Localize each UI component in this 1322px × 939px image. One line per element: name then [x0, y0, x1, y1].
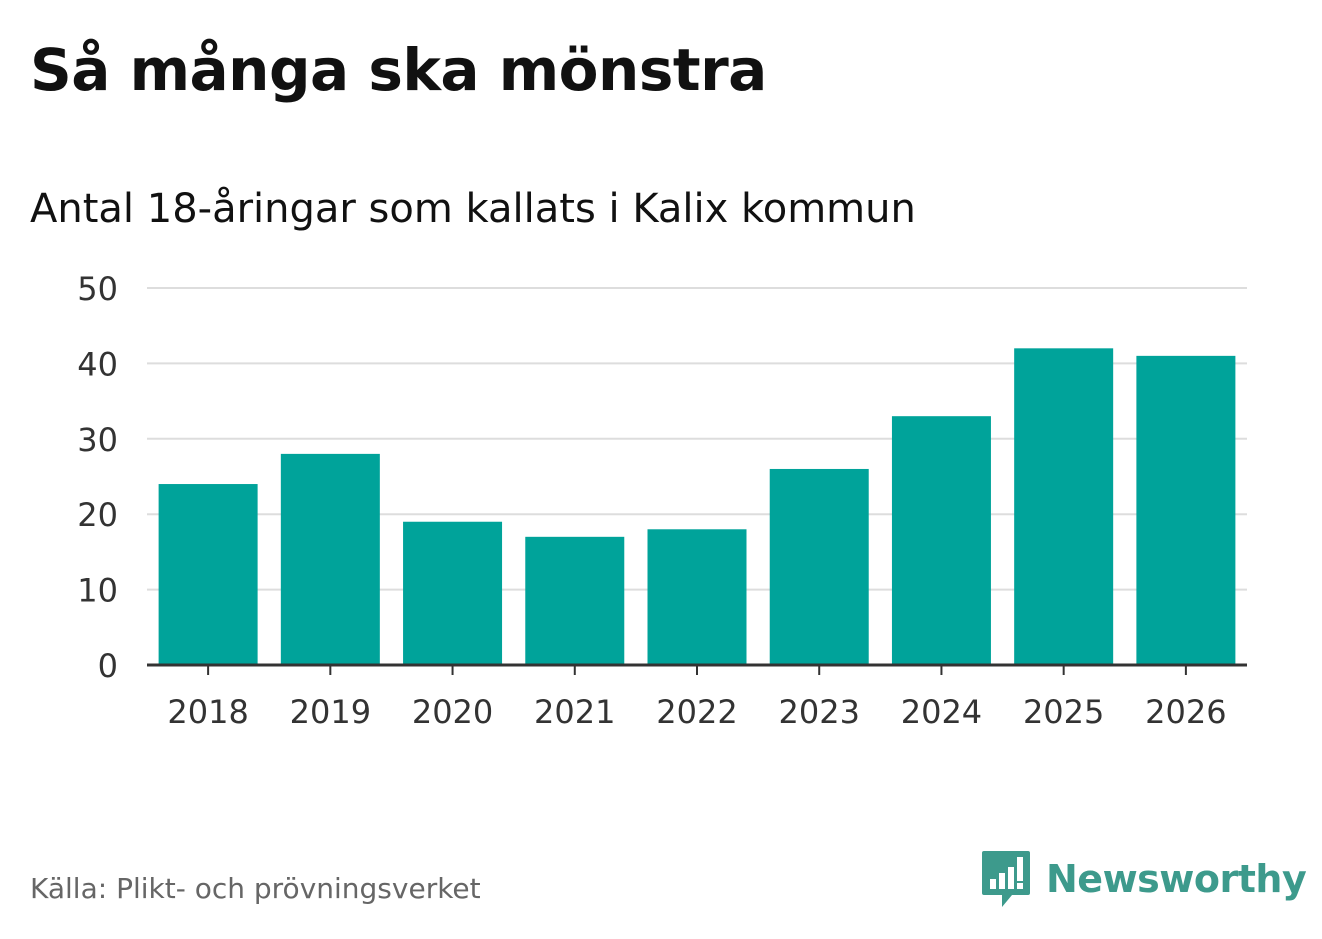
y-tick-label: 20	[77, 496, 118, 534]
x-tick-label: 2023	[779, 693, 860, 731]
brand-logo: Newsworthy	[980, 848, 1307, 910]
bar-2020	[403, 521, 503, 665]
x-tick-label: 2019	[290, 693, 371, 731]
brand-name: Newsworthy	[1046, 857, 1307, 901]
y-tick-label: 10	[77, 572, 118, 610]
x-tick-label: 2024	[901, 693, 982, 731]
y-tick-label: 50	[77, 270, 118, 308]
bar-chart: 0 10 20 30 40 50 2018 2019 2020 2021 2022 2023 2024 2…	[77, 270, 1247, 731]
y-tick-label: 40	[77, 345, 118, 383]
bar-2022	[647, 529, 747, 665]
bar-2019	[280, 453, 380, 665]
x-tick-label: 2026	[1145, 693, 1226, 731]
x-tick-label: 2021	[534, 693, 615, 731]
chart-subtitle: Antal 18-åringar som kallats i Kalix kom…	[30, 186, 916, 232]
bars	[158, 348, 1236, 665]
x-tick-label: 2025	[1023, 693, 1104, 731]
y-tick-label: 0	[98, 647, 118, 685]
axes: 0 10 20 30 40 50 2018 2019 2020 2021 2022 2023 2024 2…	[77, 270, 1247, 731]
newsworthy-logo-icon	[982, 851, 1030, 907]
bar-2025	[1014, 348, 1114, 665]
x-tick-label: 2020	[412, 693, 493, 731]
x-tick-label: 2018	[167, 693, 248, 731]
bar-2023	[769, 468, 869, 665]
y-tick-label: 30	[77, 421, 118, 459]
bar-2024	[891, 416, 991, 665]
bar-2018	[158, 484, 258, 665]
x-tick-label: 2022	[656, 693, 737, 731]
bar-2026	[1136, 355, 1236, 665]
source-note: Källa: Plikt- och prövningsverket	[30, 872, 481, 905]
bar-2021	[525, 536, 625, 665]
chart-title: Så många ska mönstra	[30, 36, 767, 104]
